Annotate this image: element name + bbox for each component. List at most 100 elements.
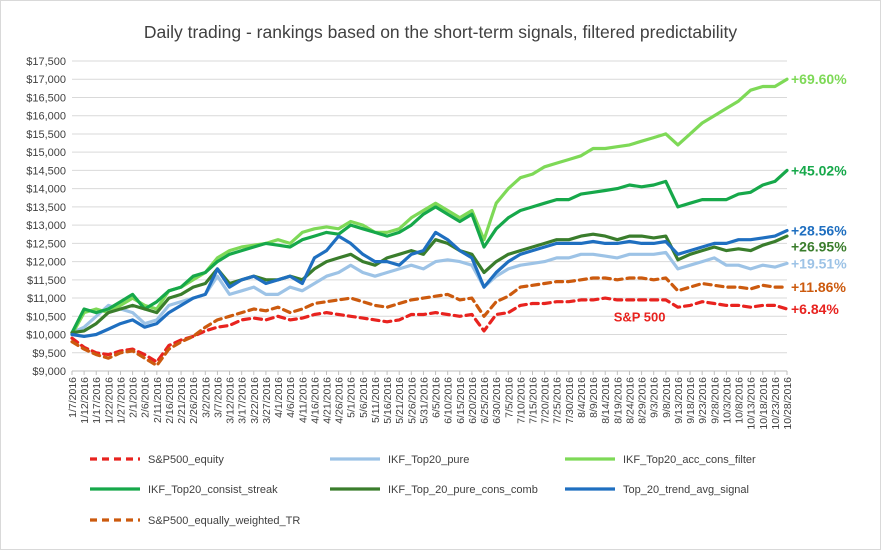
y-tick-label: $17,000 [26,74,66,86]
x-tick-label: 2/6/2016 [140,377,152,418]
x-tick-label: 10/13/2016 [746,377,758,430]
y-tick-label: $13,000 [26,220,66,232]
legend-label: Top_20_trend_avg_signal [623,484,749,496]
x-tick-label: 2/26/2016 [188,377,200,424]
x-tick-label: 10/23/2016 [770,377,782,430]
x-tick-label: 10/18/2016 [758,377,770,430]
x-tick-label: 5/31/2016 [418,377,430,424]
x-tick-label: 1/27/2016 [115,377,127,424]
x-tick-label: 10/28/2016 [782,377,794,430]
legend-label: IKF_Top20_acc_cons_filter [623,454,756,466]
x-tick-label: 2/16/2016 [164,377,176,424]
x-tick-label: 2/1/2016 [128,377,140,418]
legend-label: S&P500_equity [148,454,224,466]
y-tick-label: $9,500 [32,348,66,360]
x-tick-label: 7/30/2016 [564,377,576,424]
x-tick-label: 1/17/2016 [91,377,103,424]
y-tick-label: $12,500 [26,238,66,250]
x-tick-label: 8/9/2016 [588,377,600,418]
x-tick-label: 8/4/2016 [576,377,588,418]
x-tick-label: 5/6/2016 [358,377,370,418]
y-tick-label: $15,500 [26,129,66,141]
legend-label: IKF_Top20_pure [388,454,469,466]
x-tick-label: 4/11/2016 [297,377,309,423]
end-label: +45.02% [791,162,847,178]
legend-label: IKF_Top20_consist_streak [148,484,278,496]
x-tick-label: 6/30/2016 [491,377,503,424]
y-tick-label: $9,000 [32,366,66,378]
x-tick-label: 8/24/2016 [624,377,636,424]
end-label: +26.95% [791,239,847,255]
y-tick-label: $10,000 [26,330,66,342]
x-tick-label: 9/23/2016 [697,377,709,424]
end-label: +69.60% [791,71,847,87]
x-tick-label: 9/8/2016 [661,377,673,418]
x-tick-label: 7/5/2016 [503,377,515,418]
x-tick-label: 7/25/2016 [552,377,564,424]
y-tick-label: $11,500 [27,275,66,287]
y-tick-label: $16,500 [26,92,66,104]
y-tick-label: $15,000 [26,147,66,159]
x-tick-label: 5/21/2016 [394,377,406,424]
x-tick-label: 8/14/2016 [600,377,612,424]
series-line-ikf-top-20-pure-cons-comb [70,232,789,335]
series-line-ikf-top20-pure [70,250,789,335]
x-tick-label: 9/3/2016 [649,377,661,418]
y-tick-label: $12,000 [26,257,66,269]
x-tick-label: 5/11/2016 [370,377,382,423]
y-tick-label: $14,500 [26,165,66,177]
x-tick-label: 10/3/2016 [721,377,733,424]
x-tick-label: 7/15/2016 [528,377,540,424]
x-tick-label: 6/25/2016 [479,377,491,424]
x-tick-label: 7/20/2016 [540,377,552,424]
series-line-ikf-top20-acc-cons-filter [70,77,789,337]
x-tick-label: 7/10/2016 [515,377,527,424]
x-tick-label: 3/7/2016 [212,377,224,418]
x-tick-label: 4/16/2016 [309,377,321,424]
x-tick-label: 3/12/2016 [225,377,237,424]
y-tick-label: $17,500 [26,56,66,68]
end-label: +19.51% [791,255,847,271]
y-tick-label: $14,000 [26,184,66,196]
series-line-top-20-trend-avg-signal [70,229,789,338]
x-tick-label: 6/5/2016 [431,377,443,418]
y-tick-label: $16,000 [26,111,66,123]
end-label: +11.86% [791,279,846,295]
x-tick-label: 8/29/2016 [637,377,649,424]
x-tick-label: 4/26/2016 [334,377,346,424]
x-tick-label: 3/17/2016 [237,377,249,424]
x-tick-label: 3/22/2016 [249,377,261,424]
annotation-label: S&P 500 [614,309,666,324]
x-tick-label: 6/20/2016 [467,377,479,424]
x-tick-label: 2/21/2016 [176,377,188,424]
x-tick-label: 4/21/2016 [321,377,333,424]
y-tick-label: $10,500 [26,311,66,323]
x-tick-label: 6/10/2016 [443,377,455,424]
x-tick-label: 4/1/2016 [273,377,285,418]
x-tick-label: 5/16/2016 [382,377,394,424]
series-line-ikf-top20-consist-streak [70,168,789,335]
end-label: +6.84% [791,301,839,317]
x-tick-label: 9/28/2016 [709,377,721,424]
x-tick-label: 10/8/2016 [734,377,746,424]
legend-label: S&P500_equally_weighted_TR [148,515,300,527]
x-tick-label: 4/6/2016 [285,377,297,418]
y-tick-label: $13,500 [26,202,66,214]
x-tick-label: 5/26/2016 [406,377,418,424]
x-tick-label: 1/12/2016 [79,377,91,424]
y-tick-label: $11,000 [27,293,66,305]
end-label: +28.56% [791,223,847,239]
x-tick-label: 9/18/2016 [685,377,697,424]
x-tick-label: 5/1/2016 [346,377,358,418]
x-tick-label: 3/2/2016 [200,377,212,418]
chart-title: Daily trading - rankings based on the sh… [143,22,738,42]
legend-label: IKF_Top_20_pure_cons_comb [388,484,538,496]
x-tick-label: 8/19/2016 [612,377,624,424]
x-tick-label: 2/11/2016 [152,377,164,423]
x-tick-label: 1/22/2016 [103,377,115,424]
x-tick-label: 3/27/2016 [261,377,273,424]
x-tick-label: 9/13/2016 [673,377,685,424]
x-tick-label: 6/15/2016 [455,377,467,424]
